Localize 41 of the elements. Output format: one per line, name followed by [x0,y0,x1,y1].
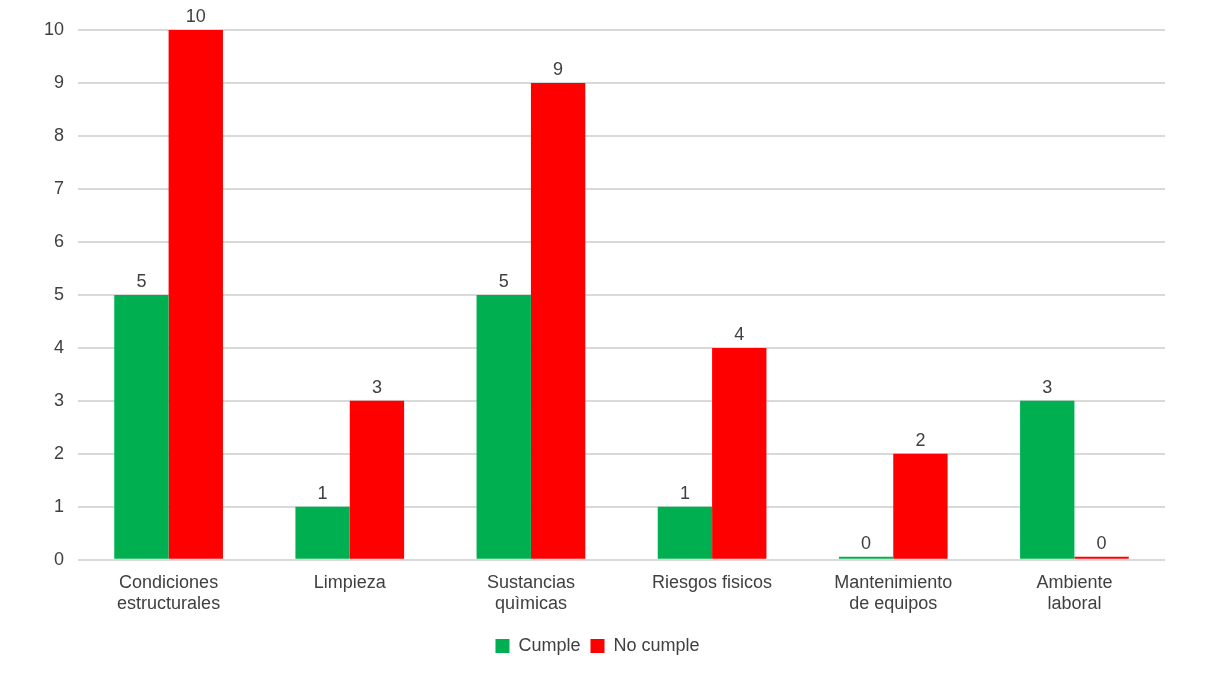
bar [168,30,223,559]
bar [712,347,767,559]
bar [114,294,169,559]
data-label: 3 [1042,376,1053,397]
x-tick-label: Ambiente laboral [1036,571,1113,614]
x-tick-label: Riesgos fisicos [652,571,773,592]
x-tick-label: Sustancias quìmicas [486,571,575,614]
data-label: 5 [136,270,147,291]
y-tick-label: 2 [54,442,65,463]
y-tick-label: 5 [54,283,65,304]
y-tick-label: 6 [54,230,65,251]
data-label: 0 [1096,532,1107,553]
bar [1020,400,1075,559]
x-tick-label: Condiciones estructurales [117,571,221,614]
y-tick-label: 1 [54,495,65,516]
x-tick-label: Mantenimiento de equipos [834,571,953,614]
data-label: 1 [679,482,690,503]
data-label: 5 [498,270,509,291]
data-label: 9 [553,58,564,79]
y-tick-label: 9 [54,71,65,92]
legend-label: Cumple [518,634,581,655]
data-label: 2 [915,429,926,450]
y-tick-label: 3 [54,389,65,410]
y-tick-label: 8 [54,124,65,145]
bar [530,82,586,559]
bar [657,506,713,559]
bar [295,506,350,559]
legend-label: No cumple [613,634,700,655]
data-label: 1 [317,482,328,503]
bar [476,294,531,559]
data-label: 3 [371,376,382,397]
data-label: 4 [734,323,745,344]
y-tick-label: 0 [54,548,65,569]
y-tick-label: 10 [43,18,65,39]
bar [893,453,948,559]
y-tick-label: 7 [54,177,65,198]
y-tick-label: 4 [54,336,65,357]
bar [349,400,405,559]
data-label: 10 [185,5,206,26]
data-label: 0 [861,532,872,553]
x-tick-label: Limpieza [313,571,387,592]
